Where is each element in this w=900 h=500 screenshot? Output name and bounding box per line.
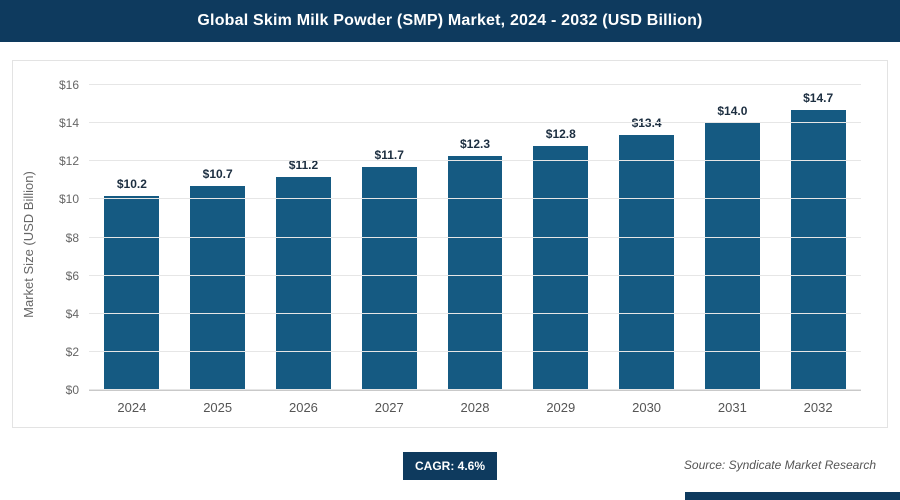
y-tick-label: $10 <box>58 192 79 207</box>
bar-group: $10.2 2024 <box>89 85 175 415</box>
bottom-accent-bar <box>685 492 900 500</box>
gridline <box>89 84 861 85</box>
gridline <box>89 312 861 314</box>
bar[interactable] <box>104 195 160 390</box>
bar[interactable] <box>704 123 760 390</box>
bar-group: $10.7 2025 <box>175 85 261 415</box>
y-axis-title: Market Size (USD Billion) <box>20 170 36 318</box>
y-tick-label: $2 <box>65 344 79 359</box>
source-attribution: Source: Syndicate Market Research <box>683 458 876 472</box>
bar-group: $12.8 2029 <box>518 85 604 415</box>
cagr-badge: CAGR: 4.6% <box>402 452 498 480</box>
y-tick-label: $0 <box>65 383 79 397</box>
y-tick-label: $12 <box>58 154 79 169</box>
x-tick-label: 2028 <box>460 400 490 415</box>
y-axis-title-container: Market Size (USD Billion) <box>13 61 43 427</box>
bar-group: $12.3 2028 <box>432 85 518 415</box>
bar-group: $11.7 2027 <box>346 85 432 415</box>
chart-footer: CAGR: 4.6% Source: Syndicate Market Rese… <box>0 430 900 500</box>
bar-value-label: $14.7 <box>803 90 834 105</box>
x-tick-label: 2026 <box>288 400 318 415</box>
gridline <box>89 350 861 352</box>
chart-area: Market Size (USD Billion) $10.2 2024 $10.7… <box>12 60 888 428</box>
bar[interactable] <box>276 176 331 390</box>
bar[interactable] <box>790 109 846 390</box>
y-tick-label: $6 <box>65 268 79 283</box>
bars: $10.2 2024 $10.7 2025 $11.2 2026 $11.7 2027 $12.… <box>89 85 861 415</box>
gridline <box>89 198 861 200</box>
x-tick-label: 2024 <box>117 400 147 415</box>
y-tick-label: $4 <box>65 306 79 321</box>
x-tick-label: 2030 <box>632 400 662 415</box>
x-tick-label: 2031 <box>717 400 747 415</box>
x-tick-label: 2027 <box>374 400 404 415</box>
bar-group: $14.0 2031 <box>689 85 775 415</box>
chart-title: Global Skim Milk Powder (SMP) Market, 20… <box>197 12 703 29</box>
plot-area: $10.2 2024 $10.7 2025 $11.2 2026 $11.7 2027 $12.… <box>59 78 861 415</box>
bar[interactable] <box>533 146 589 390</box>
y-tick-label: $14 <box>58 116 79 131</box>
y-tick-label: $8 <box>65 230 79 245</box>
bar-value-label: $10.2 <box>116 176 147 191</box>
bar-value-label: $14.0 <box>717 104 748 119</box>
y-tick-label: $16 <box>58 78 79 92</box>
x-tick-label: 2029 <box>546 400 576 415</box>
gridline <box>89 236 861 238</box>
bar[interactable] <box>361 166 417 390</box>
x-tick-label: 2032 <box>803 400 833 415</box>
bar-group: $13.4 2030 <box>604 85 690 415</box>
bar-value-label: $11.7 <box>374 147 404 162</box>
bar-value-label: $12.3 <box>460 136 491 151</box>
chart-title-banner: Global Skim Milk Powder (SMP) Market, 20… <box>0 0 900 42</box>
bar[interactable] <box>447 155 503 390</box>
gridline <box>89 160 861 162</box>
gridline <box>89 274 861 276</box>
bar-group: $11.2 2026 <box>261 85 347 415</box>
x-tick-label: 2025 <box>203 400 233 415</box>
bar-value-label: $12.8 <box>545 127 576 141</box>
chart-body: $10.2 2024 $10.7 2025 $11.2 2026 $11.7 2027 $12.… <box>43 61 887 427</box>
bar[interactable] <box>619 134 675 390</box>
bar-value-label: $10.7 <box>202 167 233 182</box>
bar[interactable] <box>190 186 246 390</box>
gridline <box>89 122 861 124</box>
bar-group: $14.7 2032 <box>775 85 861 415</box>
gridline <box>89 389 861 390</box>
